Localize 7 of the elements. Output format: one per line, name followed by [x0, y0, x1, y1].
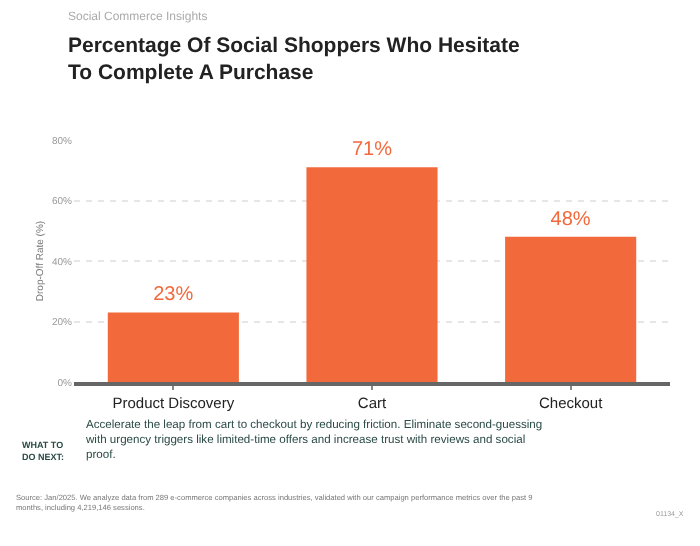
data-label: 71% [351, 139, 393, 162]
data-label: 48% [550, 208, 591, 231]
bar [107, 312, 239, 382]
bar [306, 167, 438, 382]
data-label: 23% [153, 284, 194, 307]
chart-title: Percentage Of Social Shoppers Who Hesitate To Complete A Purchase [68, 34, 520, 86]
bar [505, 236, 637, 382]
